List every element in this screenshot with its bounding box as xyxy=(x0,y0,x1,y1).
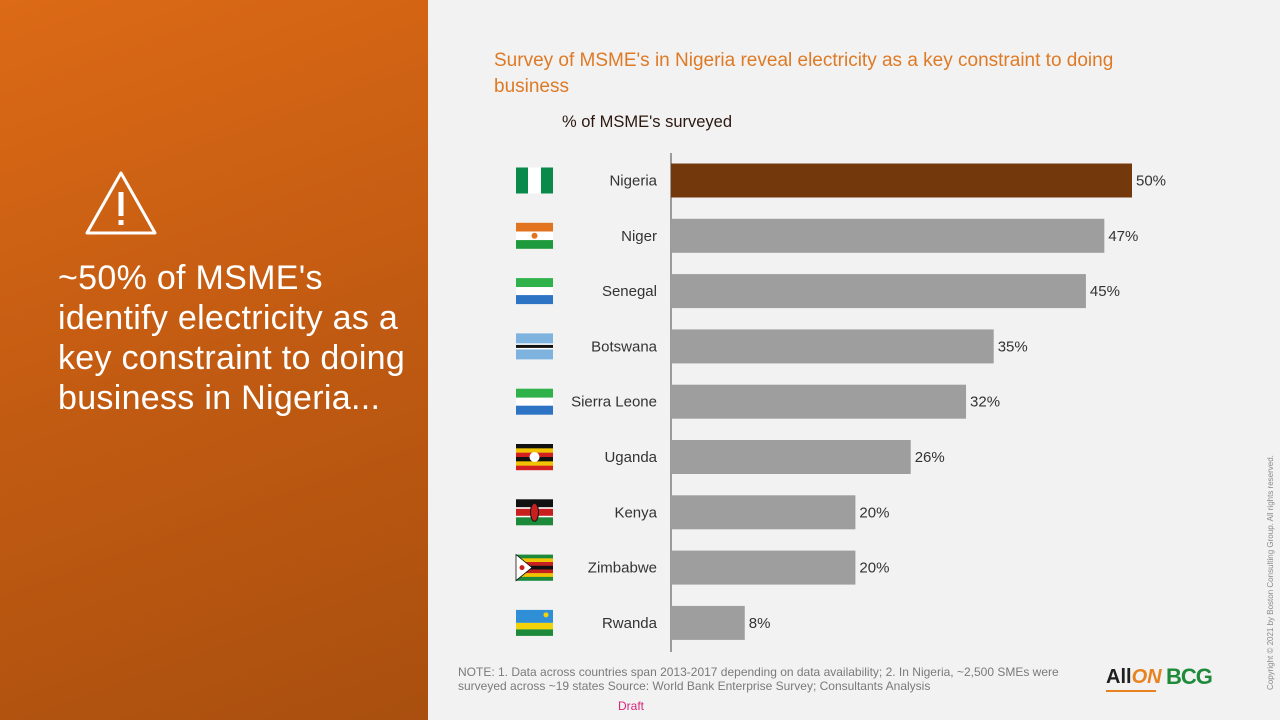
flag-icon-uganda xyxy=(516,444,553,471)
data-label-zimbabwe: 20% xyxy=(859,560,889,577)
bar-senegal xyxy=(671,274,1086,309)
data-label-sierra-leone: 32% xyxy=(970,394,1000,411)
data-label-niger: 47% xyxy=(1108,228,1138,245)
category-label-niger: Niger xyxy=(621,228,657,245)
warning-icon xyxy=(85,171,157,235)
flag-icon-botswana xyxy=(516,333,553,360)
left-panel: ~50% of MSME's identify electricity as a… xyxy=(0,0,428,720)
bar-rwanda xyxy=(671,605,745,640)
data-label-kenya: 20% xyxy=(859,504,889,521)
category-label-botswana: Botswana xyxy=(591,338,658,355)
category-label-senegal: Senegal xyxy=(602,283,657,300)
footnote: NOTE: 1. Data across countries span 2013… xyxy=(458,665,1059,693)
bar-niger xyxy=(671,218,1105,253)
chart-subtitle: % of MSME's surveyed xyxy=(562,113,733,131)
category-label-kenya: Kenya xyxy=(614,504,657,521)
flag-icon-sierra-leone xyxy=(516,388,553,415)
bar-chart: Nigeria 50% Niger 47% Senegal 45% Botswana 35% S… xyxy=(515,153,1166,652)
bar-uganda xyxy=(671,440,911,474)
bcg-logo: BCG xyxy=(1166,664,1213,689)
data-label-rwanda: 8% xyxy=(749,615,771,632)
category-label-rwanda: Rwanda xyxy=(602,615,658,632)
flag-icon-senegal xyxy=(516,278,553,305)
headline: ~50% of MSME's identify electricity as a… xyxy=(58,259,406,417)
bar-botswana xyxy=(671,329,994,364)
allon-logo-underline xyxy=(1106,690,1156,692)
copyright-text: Copyright © 2021 by Boston Consulting Gr… xyxy=(1266,455,1275,690)
data-label-nigeria: 50% xyxy=(1136,173,1166,190)
draft-label: Draft xyxy=(618,699,645,713)
chart-title: Survey of MSME's in Nigeria reveal elect… xyxy=(494,50,1114,97)
category-label-sierra-leone: Sierra Leone xyxy=(571,394,657,411)
flag-icon-kenya xyxy=(516,499,553,526)
allon-logo: AllON xyxy=(1106,666,1162,688)
flag-icon-niger xyxy=(516,222,553,249)
flag-icon-zimbabwe xyxy=(515,553,553,582)
flag-icon-rwanda xyxy=(516,609,553,636)
data-label-uganda: 26% xyxy=(915,449,945,466)
category-label-zimbabwe: Zimbabwe xyxy=(588,560,657,577)
data-label-botswana: 35% xyxy=(998,338,1028,355)
category-label-nigeria: Nigeria xyxy=(609,173,657,190)
bar-nigeria xyxy=(671,163,1132,198)
bar-sierra-leone xyxy=(671,384,967,419)
category-label-uganda: Uganda xyxy=(604,449,657,466)
data-label-senegal: 45% xyxy=(1090,283,1120,300)
flag-icon-nigeria xyxy=(516,167,553,194)
bar-kenya xyxy=(671,495,856,530)
bar-zimbabwe xyxy=(671,550,856,585)
